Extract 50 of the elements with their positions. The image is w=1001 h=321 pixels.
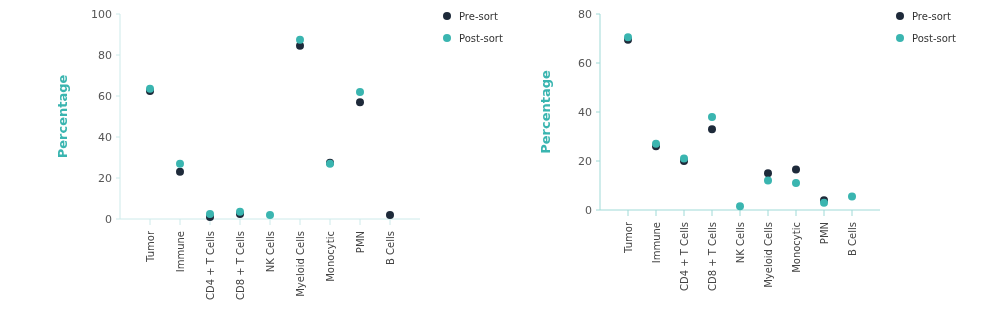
legend-label: Pre-sort: [459, 10, 498, 22]
x-tick-label: Immune: [650, 222, 662, 264]
x-tick-label: B Cells: [384, 231, 396, 265]
y-tick-label: 80: [578, 7, 592, 21]
legend-label: Post-sort: [459, 32, 503, 44]
y-tick-label: 20: [578, 154, 592, 168]
x-tick-label: Myeloid Cells: [294, 231, 306, 297]
point: [356, 98, 364, 107]
x-tick-label: Monocytic: [790, 222, 802, 273]
x-tick-label: CD8 + T Cells: [234, 231, 246, 300]
y-tick-label: 40: [578, 105, 592, 119]
y-axis-title: Percentage: [538, 70, 553, 154]
point: [708, 125, 716, 134]
point: [296, 35, 304, 44]
x-tick-label: Tumor: [144, 230, 156, 263]
x-tick-label: Immune: [174, 231, 186, 273]
y-tick-label: 40: [98, 130, 112, 144]
point: [736, 202, 744, 211]
x-tick-label: NK Cells: [734, 222, 746, 264]
point: [764, 176, 772, 185]
point: [266, 210, 274, 219]
x-tick-label: Tumor: [622, 221, 634, 254]
legend-label: Pre-sort: [912, 10, 951, 22]
x-tick-label: PMN: [354, 231, 366, 254]
x-tick-label: CD4 + T Cells: [678, 222, 690, 291]
y-tick-label: 60: [98, 89, 112, 103]
x-tick-label: B Cells: [846, 222, 858, 256]
point: [764, 169, 772, 178]
x-tick-label: PMN: [818, 222, 830, 245]
y-tick-label: 0: [105, 212, 112, 226]
point: [356, 87, 364, 96]
y-tick-label: 20: [98, 171, 112, 185]
x-tick-label: NK Cells: [264, 231, 276, 273]
x-tick-label: Myeloid Cells: [762, 222, 774, 288]
point: [708, 112, 716, 121]
point: [176, 167, 184, 176]
x-tick-label: CD4 + T Cells: [204, 231, 216, 300]
x-tick-label: Monocytic: [324, 231, 336, 282]
legend-label: Post-sort: [912, 32, 956, 44]
y-tick-label: 60: [578, 56, 592, 70]
point: [792, 165, 800, 174]
point: [848, 192, 856, 201]
y-axis-title: Percentage: [55, 74, 70, 159]
x-tick-label: CD8 + T Cells: [706, 222, 718, 291]
y-tick-label: 80: [98, 48, 112, 62]
y-tick-label: 0: [585, 203, 592, 217]
point: [792, 179, 800, 188]
point: [386, 210, 394, 219]
y-tick-label: 100: [91, 7, 112, 21]
point: [176, 159, 184, 168]
